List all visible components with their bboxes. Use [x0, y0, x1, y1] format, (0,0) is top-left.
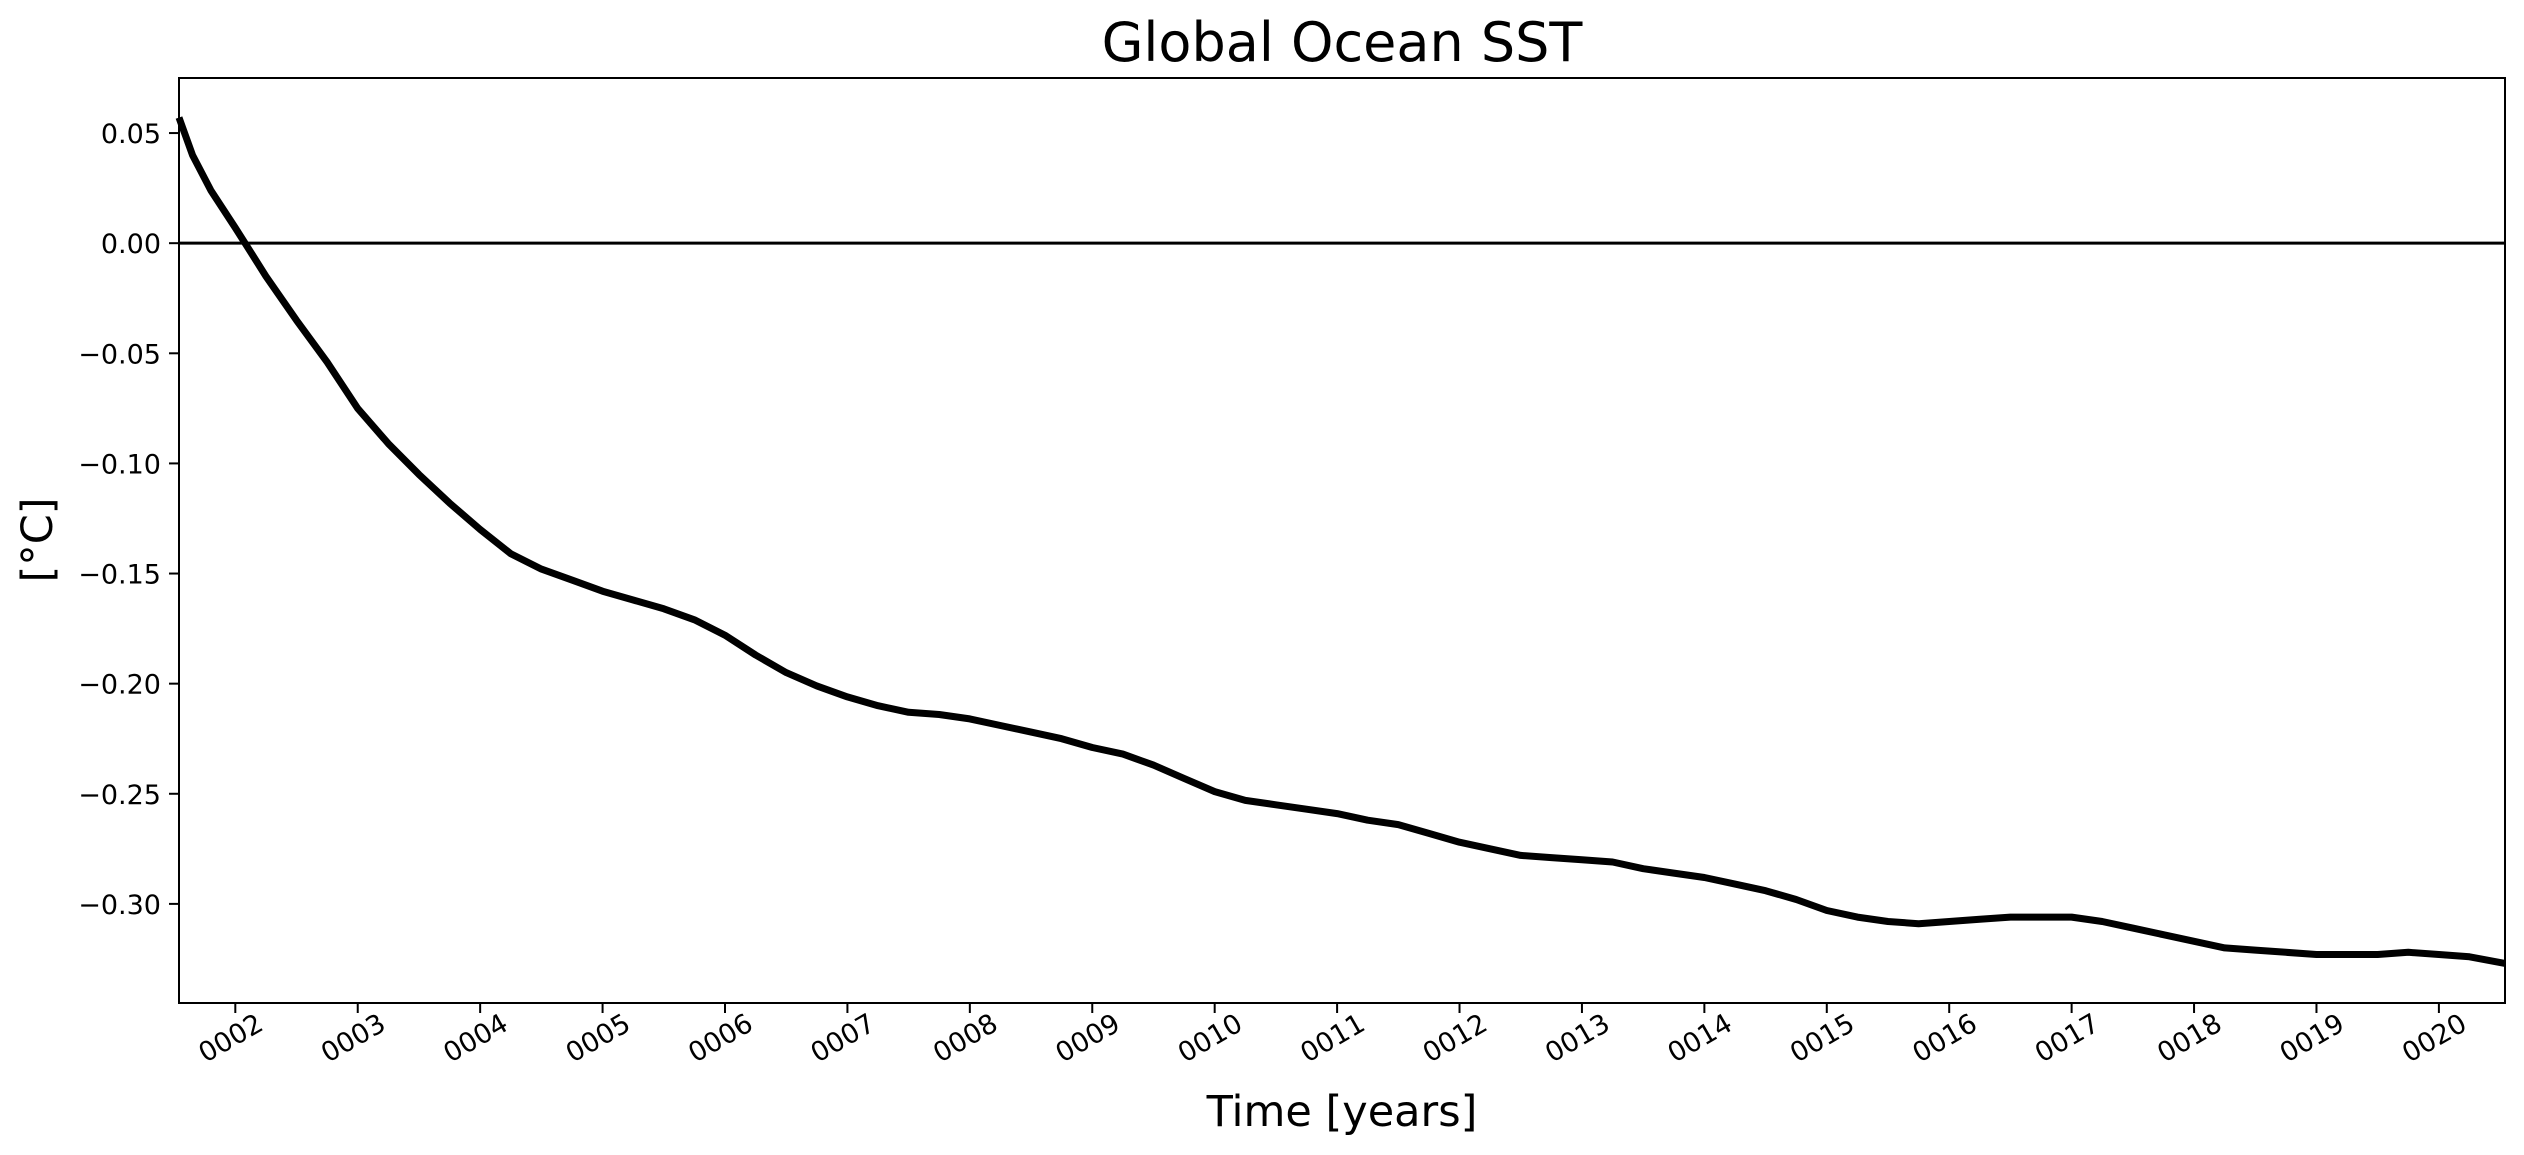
x-tick-label: 0009	[1051, 1008, 1126, 1069]
x-tick-label: 0017	[2030, 1008, 2105, 1069]
y-tick-label: −0.10	[78, 449, 161, 480]
plot-frame	[178, 77, 2506, 1004]
y-axis-label: [°C]	[13, 497, 63, 582]
x-tick-label: 0003	[316, 1008, 391, 1069]
y-tick-label: −0.15	[78, 560, 161, 591]
chart-title: Global Ocean SST	[1102, 11, 1584, 74]
y-tick-label: −0.30	[78, 890, 161, 921]
plot-area	[175, 77, 2506, 1004]
y-tick-label: −0.05	[78, 339, 161, 370]
y-tick-label: −0.20	[78, 670, 161, 701]
series-line-0	[175, 116, 2506, 967]
x-tick-label: 0014	[1663, 1008, 1738, 1069]
x-tick-label: 0018	[2152, 1008, 2227, 1069]
x-tick-label: 0010	[1173, 1008, 1248, 1069]
x-tick-label: 0016	[1907, 1008, 1982, 1069]
x-tick-label: 0019	[2275, 1008, 2350, 1069]
y-tick-label: 0.00	[101, 229, 161, 260]
x-tick-label: 0005	[561, 1008, 636, 1069]
x-tick-label: 0006	[683, 1008, 758, 1069]
x-tick-label: 0013	[1540, 1008, 1615, 1069]
x-axis-ticks: 0002 0003 0004 0005 0006 0007 0008 0009 0010 0011…	[194, 1003, 2472, 1069]
x-tick-label: 0012	[1418, 1008, 1493, 1069]
x-axis-label: Time [years]	[1206, 1087, 1478, 1137]
x-tick-label: 0004	[438, 1008, 513, 1069]
x-tick-label: 0020	[2397, 1008, 2472, 1069]
x-tick-label: 0008	[928, 1008, 1003, 1069]
x-tick-label: 0011	[1295, 1008, 1370, 1069]
y-tick-label: −0.25	[78, 780, 161, 811]
x-tick-label: 0002	[194, 1008, 269, 1069]
y-axis-ticks: 0.05 0.00 −0.05 −0.10 −0.15 −0.20 −0.25 −0.30	[78, 119, 179, 921]
x-tick-label: 0007	[806, 1008, 881, 1069]
y-tick-label: 0.05	[101, 119, 161, 150]
x-tick-label: 0015	[1785, 1008, 1860, 1069]
